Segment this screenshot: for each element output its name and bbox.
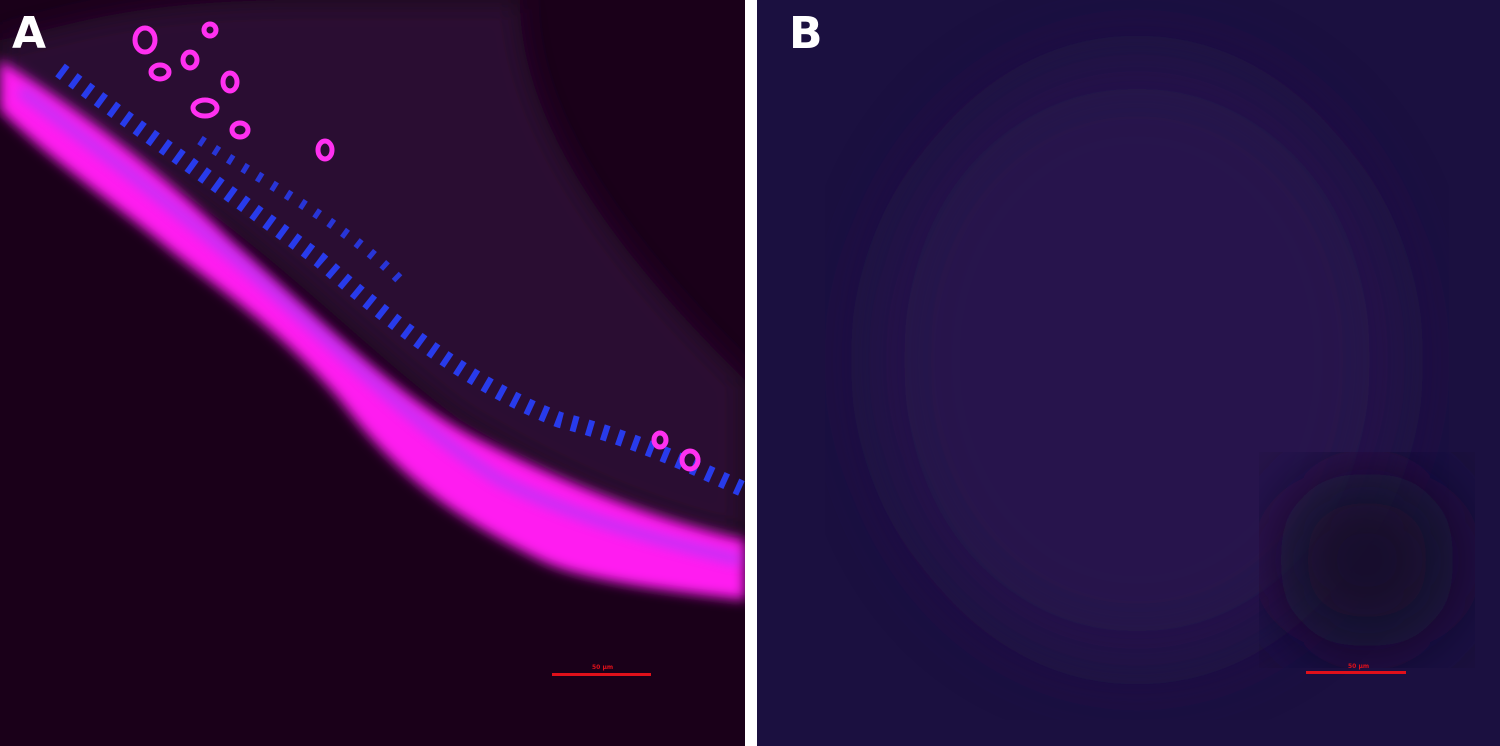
- panel-label-a: A: [12, 8, 47, 59]
- scale-bar-label-a: 50 µm: [592, 664, 614, 671]
- scale-bar-a: [552, 673, 651, 676]
- micrograph-panel-b: B 50 µm: [757, 0, 1500, 746]
- tissue-image-a: [0, 0, 745, 600]
- scale-bar-b: [1306, 671, 1406, 674]
- scale-bar-label-b: 50 µm: [1348, 663, 1370, 670]
- panel-label-b: B: [789, 8, 823, 59]
- tissue-image-b: [877, 60, 1457, 660]
- micrograph-panel-a: A 50 µm: [0, 0, 745, 746]
